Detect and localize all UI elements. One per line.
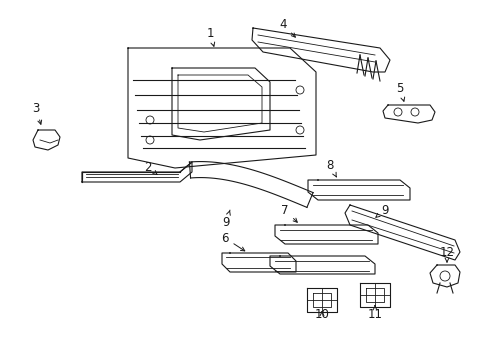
Text: 7: 7: [281, 203, 297, 222]
Text: 3: 3: [32, 102, 41, 124]
Text: 9: 9: [222, 210, 230, 229]
Text: 6: 6: [221, 231, 244, 251]
Text: 12: 12: [439, 246, 453, 262]
Text: 5: 5: [395, 81, 404, 101]
Text: 2: 2: [144, 161, 157, 175]
Text: 9: 9: [375, 203, 388, 217]
Text: 4: 4: [279, 18, 295, 37]
Text: 10: 10: [314, 309, 329, 321]
Text: 8: 8: [325, 158, 336, 177]
Text: 1: 1: [206, 27, 214, 46]
Text: 11: 11: [367, 306, 382, 321]
